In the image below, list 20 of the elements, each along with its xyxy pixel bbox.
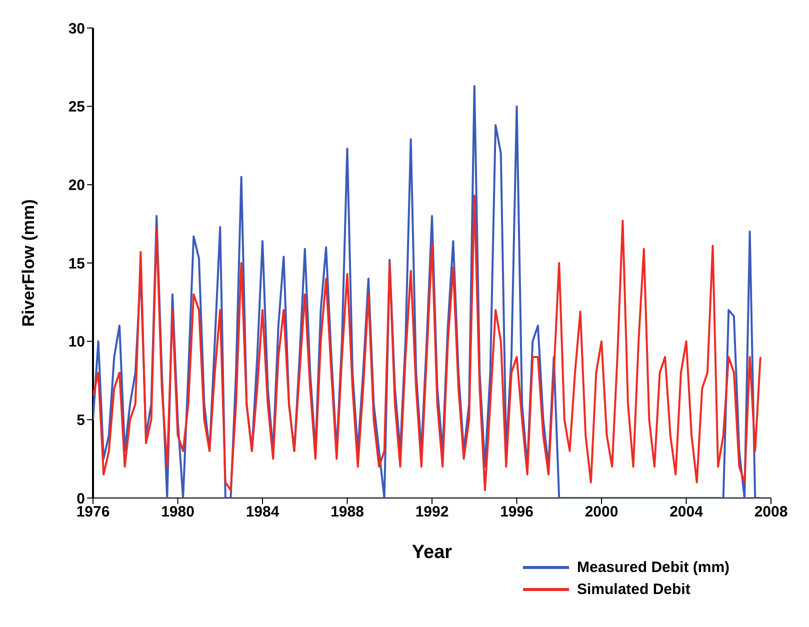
y-tick-label: 15 [68,255,85,272]
y-tick-label: 30 [68,20,85,38]
line-series [93,84,762,498]
x-tick-label: 2004 [670,504,704,521]
line-series [93,194,762,492]
y-tick-label: 25 [68,98,85,116]
x-tick-label: 1984 [246,504,280,521]
x-tick-label: 1988 [330,504,364,521]
x-tick-label: 2000 [584,504,618,521]
y-axis-title: RiverFlow (mm) [19,199,38,327]
x-axis-title: Year [412,542,453,563]
x-tick-label: 1996 [500,504,534,521]
x-tick-label: 1992 [415,504,449,521]
y-tick-label: 20 [68,176,85,194]
legend-label: Measured Debit (mm) [577,558,730,576]
y-tick-label: 5 [76,412,85,429]
x-tick-label: 2008 [754,504,788,521]
y-tick-label: 10 [68,334,85,351]
legend-label: Simulated Debit [577,580,690,598]
x-tick-label: 1980 [161,504,194,521]
